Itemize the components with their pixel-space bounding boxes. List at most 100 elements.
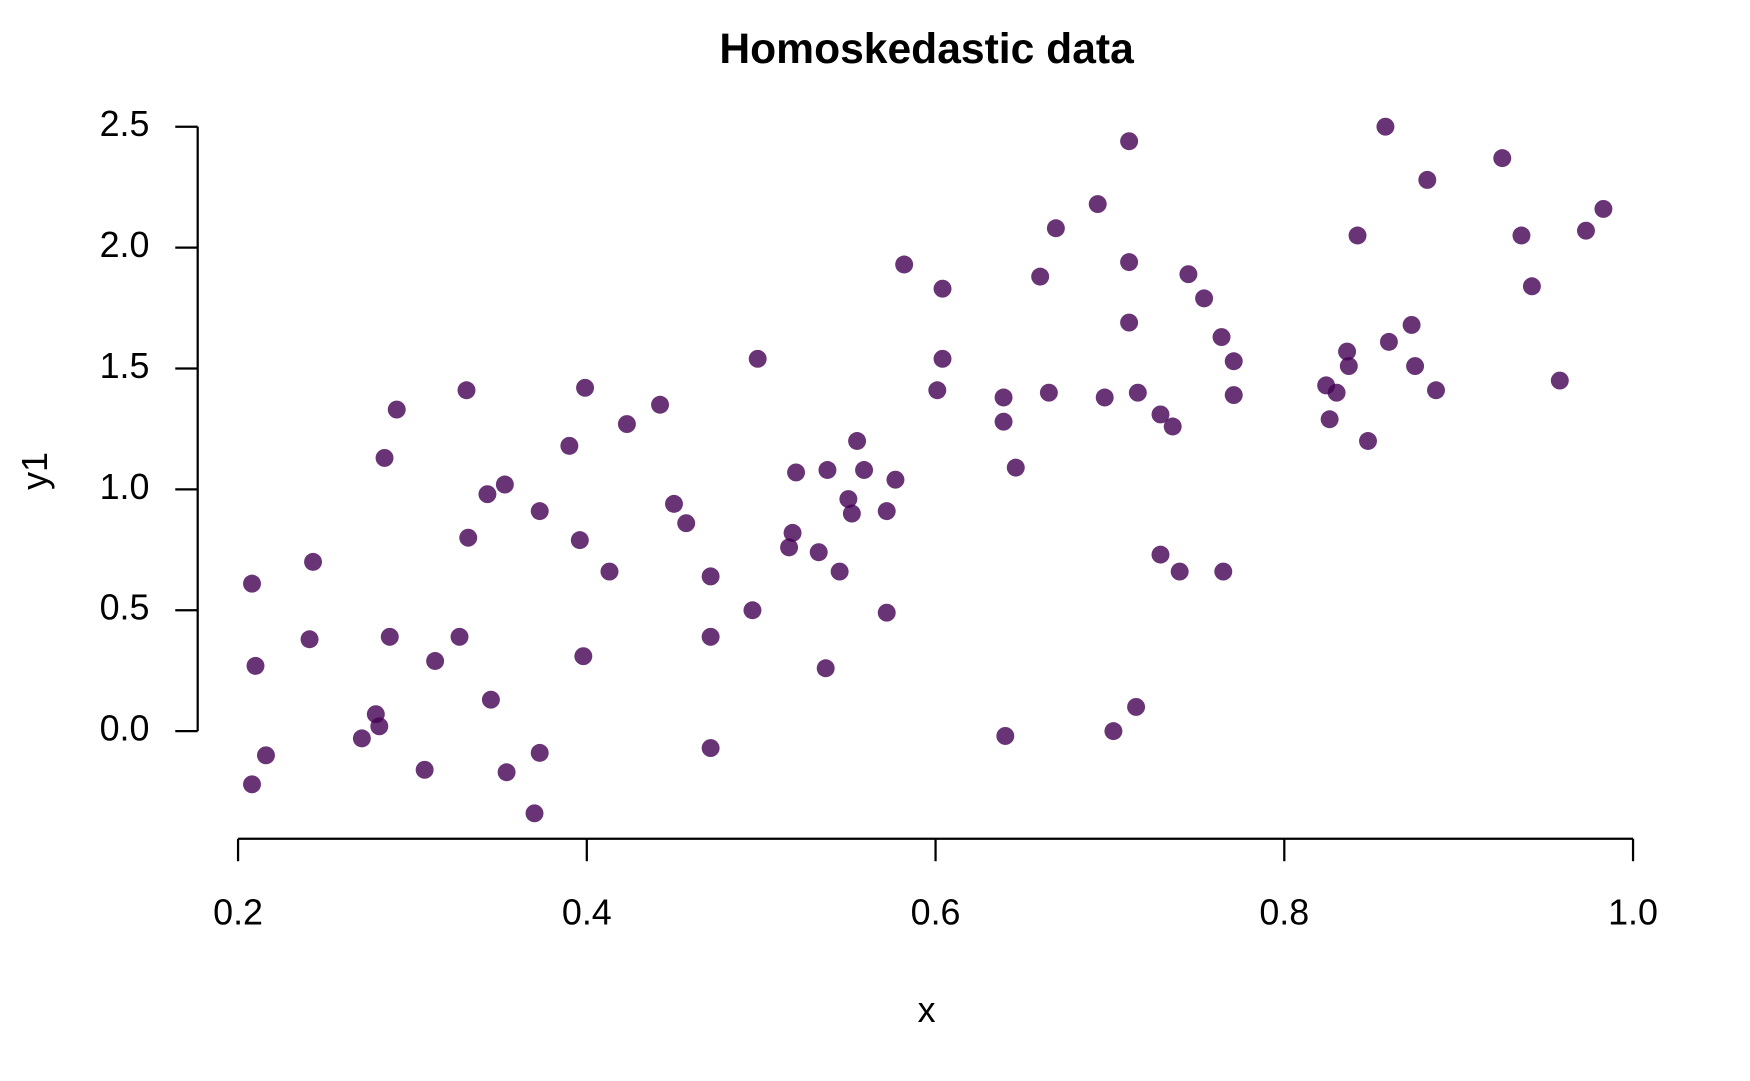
point xyxy=(1338,342,1357,361)
point xyxy=(243,775,261,794)
point xyxy=(1418,170,1437,189)
point xyxy=(415,760,434,779)
point xyxy=(743,601,762,620)
point xyxy=(1427,381,1445,400)
point xyxy=(665,494,683,513)
point xyxy=(1402,315,1421,334)
point xyxy=(1128,383,1147,402)
point xyxy=(530,502,549,521)
point xyxy=(842,504,861,523)
point xyxy=(748,349,767,368)
point xyxy=(1212,328,1231,347)
point xyxy=(1379,332,1398,351)
point xyxy=(243,574,261,593)
point xyxy=(855,461,874,479)
point xyxy=(1120,313,1139,332)
point xyxy=(701,739,720,758)
y-tick-label: 0.5 xyxy=(100,588,150,628)
point xyxy=(886,470,905,489)
x-tick-label: 0.4 xyxy=(562,893,612,933)
point xyxy=(560,436,579,455)
chart-title: Homoskedastic data xyxy=(719,25,1134,73)
point xyxy=(497,763,516,782)
point xyxy=(809,543,828,562)
point xyxy=(816,659,835,678)
x-axis-label: x xyxy=(918,990,936,1030)
point xyxy=(1195,289,1214,308)
point xyxy=(457,381,476,400)
point xyxy=(1224,386,1243,405)
point xyxy=(651,395,670,414)
point xyxy=(1550,371,1569,390)
point xyxy=(574,647,593,666)
point xyxy=(1006,458,1025,477)
point xyxy=(933,279,952,298)
point xyxy=(783,523,802,542)
point xyxy=(1120,253,1139,272)
point xyxy=(996,726,1015,745)
point xyxy=(701,627,720,646)
point xyxy=(387,400,406,419)
x-tick-label: 0.6 xyxy=(911,893,961,933)
point xyxy=(530,743,549,762)
point xyxy=(1170,562,1189,581)
point xyxy=(1120,132,1139,151)
point xyxy=(478,485,497,504)
point xyxy=(576,378,595,397)
point xyxy=(459,528,478,547)
point xyxy=(1095,388,1114,407)
point xyxy=(1339,357,1358,376)
point xyxy=(1163,417,1182,436)
point xyxy=(352,729,371,748)
y-axis-label: y1 xyxy=(15,452,55,490)
point xyxy=(1522,277,1541,296)
point xyxy=(1512,226,1531,245)
point xyxy=(1376,117,1395,136)
y-tick-label: 2.0 xyxy=(100,225,150,265)
point xyxy=(600,562,619,581)
point xyxy=(1406,357,1425,376)
point xyxy=(848,432,867,450)
point xyxy=(1224,352,1243,371)
point xyxy=(370,717,389,736)
x-tick-label: 0.8 xyxy=(1259,893,1309,933)
point xyxy=(300,630,319,649)
point xyxy=(877,502,896,521)
point xyxy=(1046,219,1065,238)
point xyxy=(256,746,275,765)
point xyxy=(525,804,544,823)
point xyxy=(1214,562,1233,581)
point xyxy=(1088,195,1107,214)
point xyxy=(246,656,265,675)
point xyxy=(1327,383,1346,402)
point xyxy=(304,552,323,571)
x-tick-label: 1.0 xyxy=(1608,893,1658,933)
point xyxy=(1348,226,1367,245)
point xyxy=(818,461,837,479)
point xyxy=(1104,722,1123,741)
point xyxy=(780,538,799,557)
point xyxy=(1320,410,1339,429)
point xyxy=(375,448,394,467)
point xyxy=(1039,383,1058,402)
point xyxy=(380,627,399,646)
point xyxy=(1359,432,1377,450)
point xyxy=(570,531,589,550)
point xyxy=(1576,221,1595,240)
point xyxy=(1151,405,1170,424)
point xyxy=(1031,267,1050,286)
point xyxy=(450,627,469,646)
point xyxy=(1127,697,1146,716)
point xyxy=(787,463,806,482)
point xyxy=(830,562,849,581)
point xyxy=(994,388,1013,407)
point xyxy=(617,415,636,434)
point xyxy=(495,475,514,494)
point xyxy=(1179,265,1198,284)
point xyxy=(994,412,1013,431)
point xyxy=(1493,149,1512,168)
point xyxy=(933,349,952,368)
y-tick-label: 1.5 xyxy=(100,346,150,386)
